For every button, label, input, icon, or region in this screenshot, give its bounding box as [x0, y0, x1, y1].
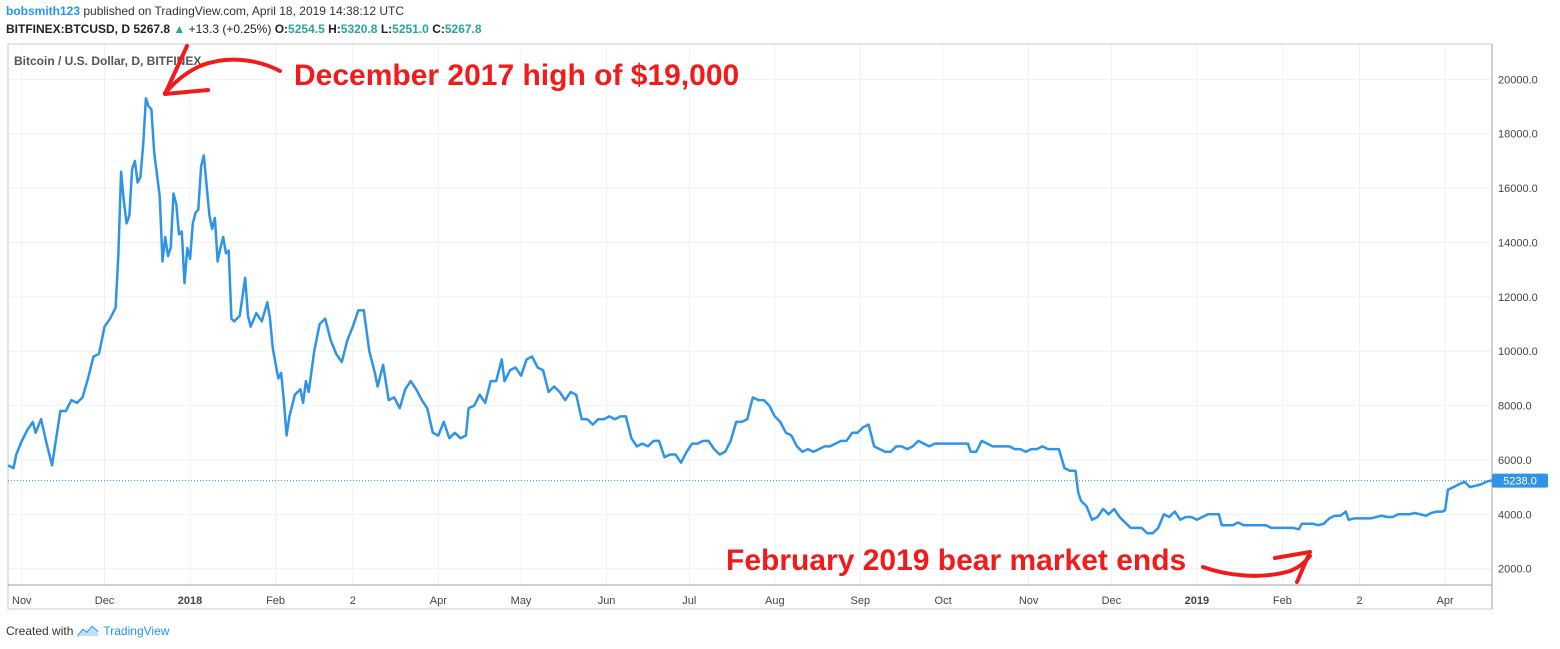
x-tick-label: Oct	[935, 595, 952, 607]
x-tick-label: Nov	[1019, 595, 1039, 607]
open-label: O:	[274, 22, 289, 36]
arrow-bottom-icon	[1201, 554, 1312, 578]
author-link[interactable]: bobsmith123	[6, 4, 81, 18]
annotation-december-high: December 2017 high of $19,000	[294, 59, 739, 92]
price-axis[interactable]: 2000.0 4000.0 6000.0 8000.0 10000.0 12000.0 14…	[1498, 74, 1538, 575]
chart-title: Bitcoin / U.S. Dollar, D, BITFINEX	[14, 54, 201, 68]
low-value: 5251.0	[392, 22, 429, 36]
x-tick-label: 2018	[178, 595, 202, 607]
x-tick-label: May	[511, 595, 532, 607]
price-change: +13.3 (+0.25%)	[188, 22, 272, 36]
x-tick-label: Jul	[682, 595, 696, 607]
created-with-label: Created with	[6, 624, 74, 638]
plot-frame	[7, 43, 1493, 610]
x-tick-label: 2019	[1185, 595, 1209, 607]
y-tick-label: 8000.0	[1498, 401, 1532, 413]
x-tick-label: Aug	[765, 595, 785, 607]
arrowhead-top-icon	[163, 44, 210, 96]
y-tick-label: 2000.0	[1498, 564, 1532, 576]
x-tick-label: 2	[350, 595, 356, 607]
last-price: 5267.8	[133, 22, 171, 36]
high-value: 5320.8	[340, 22, 378, 36]
btc-price-line[interactable]	[7, 97, 1493, 535]
close-label: C:	[432, 22, 445, 36]
x-tick-label: Apr	[1437, 595, 1454, 607]
y-tick-label: 12000.0	[1498, 292, 1538, 304]
change-arrow-icon: ▲	[173, 22, 186, 36]
close-value: 5267.8	[444, 22, 482, 36]
x-tick-label: Feb	[266, 595, 285, 607]
tradingview-brand-link[interactable]: TradingView	[103, 624, 170, 638]
y-tick-label: 10000.0	[1498, 346, 1538, 358]
high-label: H:	[328, 22, 341, 36]
y-tick-label: 14000.0	[1498, 237, 1538, 249]
published-text: published on TradingView.com, April 18, …	[83, 4, 405, 18]
tradingview-logo-icon	[77, 625, 100, 637]
last-price-tag: 5238.0	[1492, 473, 1548, 488]
x-tick-label: Nov	[12, 595, 32, 607]
x-tick-label: Dec	[95, 595, 115, 607]
last-price-tag-label: 5238.0	[1503, 476, 1537, 488]
grid	[8, 44, 1492, 585]
y-tick-label: 4000.0	[1498, 509, 1532, 521]
symbol: BITFINEX:BTCUSD, D	[6, 22, 130, 36]
last-price-tag-bg	[1492, 473, 1548, 488]
low-label: L:	[380, 22, 393, 36]
time-axis[interactable]: Nov Dec 2018 Feb 2 Apr May Jun Jul Aug Sep Oct Nov De…	[12, 595, 1454, 607]
x-tick-label: Feb	[1273, 595, 1292, 607]
y-tick-label: 6000.0	[1498, 455, 1532, 467]
x-tick-label: Dec	[1102, 595, 1122, 607]
y-tick-label: 18000.0	[1498, 129, 1538, 141]
open-value: 5254.5	[288, 22, 325, 36]
x-tick-label: Jun	[598, 595, 616, 607]
y-tick-label: 20000.0	[1498, 74, 1538, 86]
publish-info: bobsmith123 published on TradingView.com…	[6, 4, 404, 18]
symbol-info: BITFINEX:BTCUSD, D 5267.8 ▲ +13.3 (+0.25…	[6, 22, 482, 36]
arrow-top-icon	[163, 57, 282, 95]
y-tick-label: 16000.0	[1498, 183, 1538, 195]
x-tick-label: Apr	[430, 595, 447, 607]
x-tick-label: Sep	[851, 595, 871, 607]
annotation-bear-market-ends: February 2019 bear market ends	[726, 544, 1186, 577]
x-tick-label: 2	[1357, 595, 1363, 607]
footer: Created with TradingView	[6, 624, 169, 638]
arrowhead-bottom-icon	[1273, 550, 1312, 584]
